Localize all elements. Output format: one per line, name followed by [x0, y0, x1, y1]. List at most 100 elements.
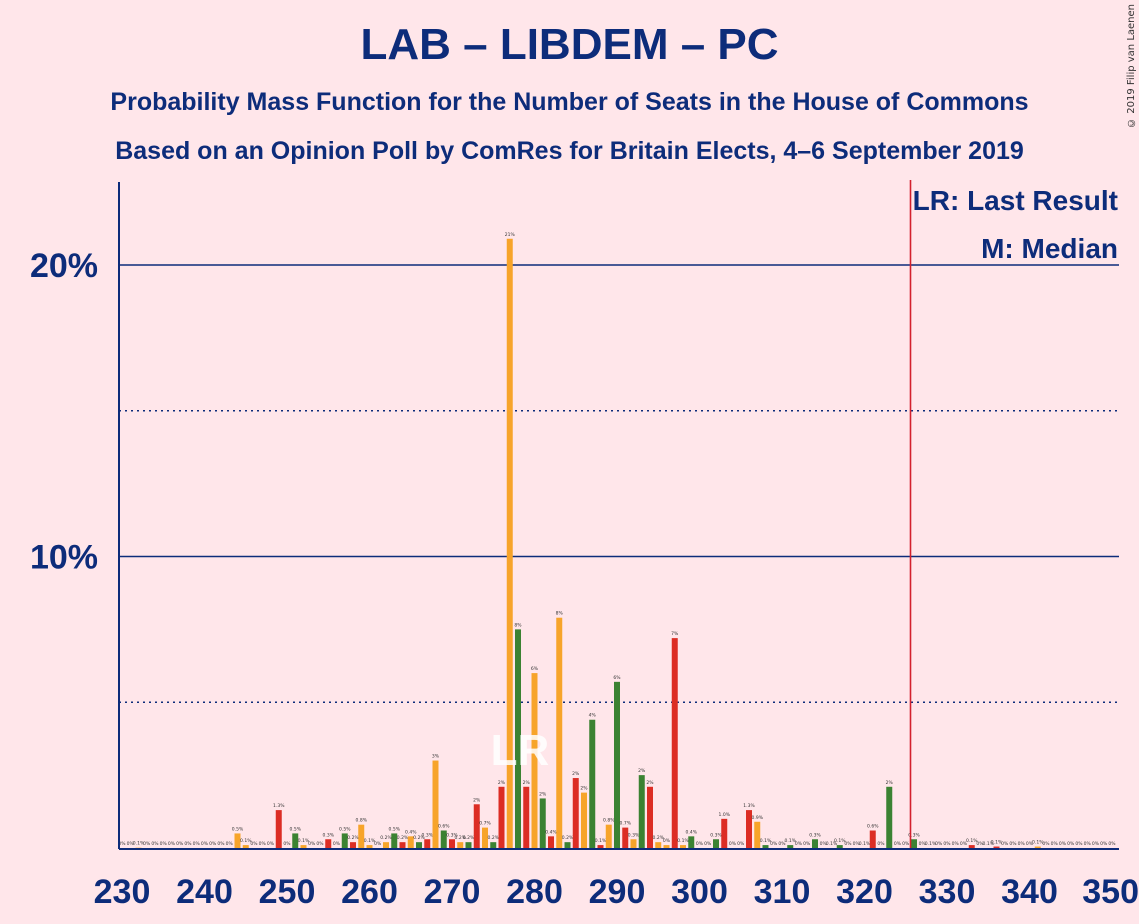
bar-value-label: 0.4%: [686, 829, 698, 835]
bar: [812, 839, 818, 848]
bar-value-label: 0.3%: [422, 832, 434, 838]
bar-value-label: 0.1%: [991, 840, 1003, 846]
bar-value-label: 0.1%: [966, 838, 978, 844]
bar-value-label: 0%: [902, 841, 910, 847]
bar-value-label: 0.1%: [760, 838, 772, 844]
bar-value-label: 0.3%: [809, 832, 821, 838]
bar-value-label: 0%: [1051, 841, 1059, 847]
bar-value-label: 0%: [877, 841, 885, 847]
bar-value-label: 0.1%: [826, 841, 838, 847]
bar: [523, 786, 530, 848]
bar-value-label: 0.5%: [232, 826, 244, 832]
bar: [539, 798, 546, 848]
bar: [358, 824, 365, 848]
bar: [556, 617, 563, 848]
bar-value-label: 0.2%: [562, 835, 574, 841]
bar: [572, 778, 579, 848]
bar-value-label: 2%: [646, 780, 654, 786]
bar-value-label: 0%: [308, 841, 316, 847]
bar: [968, 845, 975, 848]
bar-value-label: 2%: [580, 786, 588, 792]
bar-value-label: 0.3%: [908, 832, 920, 838]
bar-value-label: 1.3%: [273, 803, 285, 809]
bar-value-label: 0%: [160, 841, 168, 847]
bar-value-label: 0%: [333, 841, 341, 847]
bar: [680, 845, 686, 848]
bar: [424, 839, 431, 848]
bar: [391, 833, 398, 848]
bar: [531, 673, 538, 848]
bar-value-label: 0.1%: [834, 838, 846, 844]
bar: [432, 760, 439, 848]
bar: [671, 638, 678, 848]
y-tick-label: 10%: [30, 539, 98, 577]
bar-value-label: 0.2%: [347, 835, 359, 841]
bar-value-label: 0.1%: [133, 841, 145, 847]
bar-value-label: 0.1%: [1032, 840, 1044, 846]
bar-value-label: 0%: [1042, 841, 1050, 847]
bar: [366, 845, 373, 848]
chart-subtitle-1: Probability Mass Function for the Number…: [110, 88, 1029, 116]
bar: [638, 775, 645, 848]
bar: [589, 719, 596, 848]
bar-value-label: 0.4%: [545, 829, 557, 835]
bar-value-label: 0.1%: [595, 838, 607, 844]
bar: [746, 810, 752, 848]
bar: [341, 833, 348, 848]
bar: [663, 845, 670, 848]
bar-value-label: 0.5%: [290, 826, 302, 832]
bar-value-label: 0.1%: [677, 838, 689, 844]
bar-value-label: 0.8%: [356, 818, 368, 824]
bar: [836, 845, 843, 848]
x-tick-label: 340: [1001, 873, 1058, 911]
bar-value-label: 0%: [1108, 841, 1116, 847]
bar-value-label: 0%: [209, 841, 217, 847]
bar-value-label: 3%: [432, 754, 440, 760]
bar-value-label: 6%: [613, 675, 621, 681]
bar-value-label: 0%: [976, 841, 984, 847]
bar: [457, 842, 464, 848]
bar-value-label: 2%: [638, 768, 646, 774]
bar: [440, 830, 447, 848]
bar-value-label: 0%: [1018, 841, 1026, 847]
bar-value-label: 0%: [737, 841, 745, 847]
bar: [506, 238, 513, 848]
bar-value-label: 0.9%: [752, 815, 764, 821]
bar: [234, 833, 241, 848]
bar-value-label: 0.3%: [446, 832, 458, 838]
bar-value-label: 2%: [523, 780, 531, 786]
bar: [581, 792, 587, 848]
bar-value-label: 0.1%: [240, 838, 252, 844]
bar: [275, 810, 282, 848]
x-tick-label: 350: [1082, 873, 1139, 911]
bar-value-label: 0.2%: [488, 835, 500, 841]
bar-value-label: 0%: [217, 841, 225, 847]
bar-value-label: 21%: [505, 232, 516, 238]
bar: [721, 818, 728, 848]
bar-value-label: 0%: [1092, 841, 1100, 847]
bar-value-label: 4%: [589, 713, 597, 719]
bar-value-label: 0%: [1059, 841, 1067, 847]
last-result-marker: LR: [491, 726, 550, 775]
bar-value-label: 7%: [671, 631, 679, 637]
bar-value-label: 0%: [1067, 841, 1075, 847]
x-tick-label: 330: [919, 873, 976, 911]
bar: [465, 842, 472, 848]
bar: [325, 839, 332, 848]
bar: [383, 842, 389, 848]
bar-value-label: 0.1%: [785, 838, 797, 844]
legend-last-result: LR: Last Result: [913, 185, 1118, 216]
y-tick-label: 20%: [30, 247, 98, 285]
bar-value-label: 0.2%: [653, 835, 665, 841]
bar-value-label: 0.3%: [323, 832, 335, 838]
bar-value-label: 0%: [127, 841, 135, 847]
bar-value-label: 0%: [943, 841, 951, 847]
chart-subtitle-2: Based on an Opinion Poll by ComRes for B…: [115, 137, 1024, 165]
bar: [242, 845, 249, 848]
bar-value-label: 0%: [143, 841, 151, 847]
bar-value-label: 0.3%: [710, 832, 722, 838]
bar-value-label: 0%: [267, 841, 275, 847]
bar-value-label: 0%: [1075, 841, 1083, 847]
x-tick-label: 240: [176, 873, 233, 911]
bar-value-label: 0%: [704, 841, 712, 847]
